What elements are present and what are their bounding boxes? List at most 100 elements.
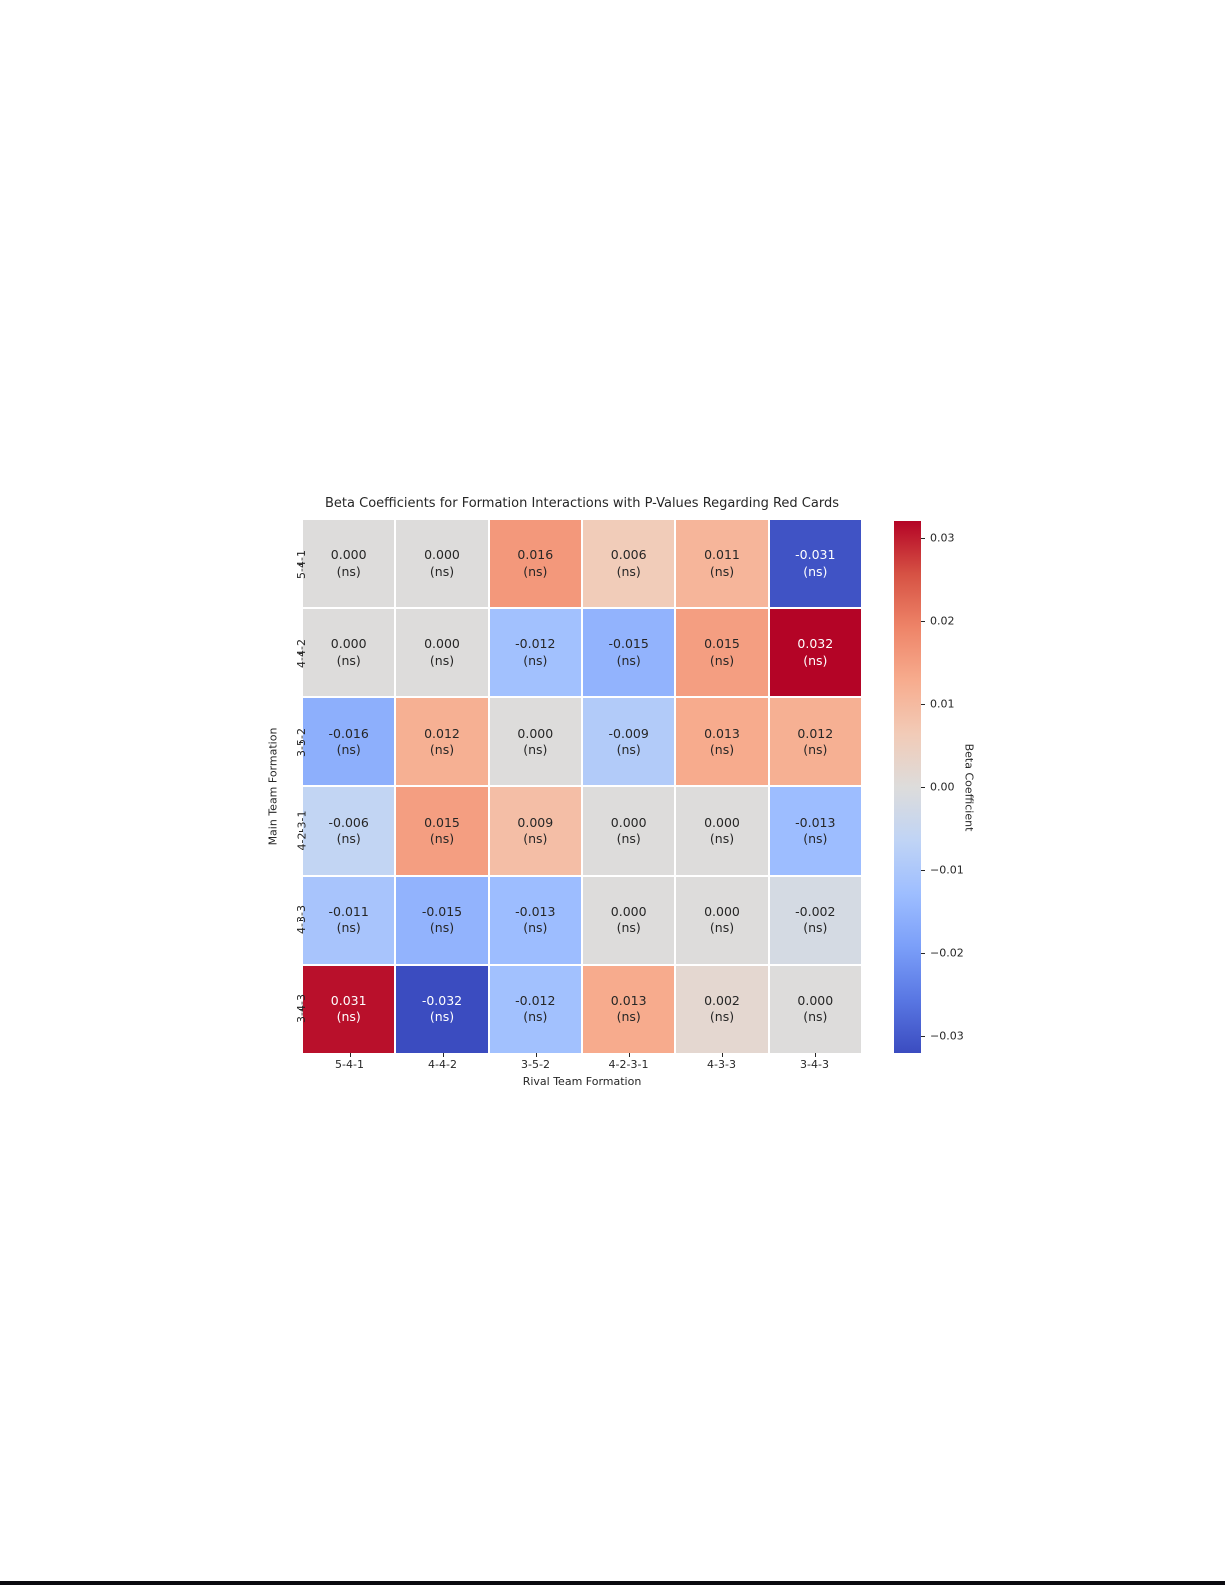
colorbar-tick-label: −0.02: [930, 946, 964, 960]
colorbar-tick-label: −0.01: [930, 863, 964, 877]
heatmap-cell: 0.013 (ns): [583, 965, 675, 1053]
heatmap-cell: -0.011 (ns): [303, 876, 395, 964]
x-axis-title: Rival Team Formation: [522, 1075, 642, 1088]
y-axis-title: Main Team Formation: [266, 520, 280, 1053]
heatmap-cell: -0.015 (ns): [396, 876, 488, 964]
heatmap-cell: 0.000 (ns): [489, 698, 581, 786]
heatmap-cell: -0.009 (ns): [583, 698, 675, 786]
x-tick-label: 5-4-1: [335, 1058, 364, 1071]
cell-significance: (ns): [336, 831, 361, 847]
cell-significance: (ns): [429, 1009, 455, 1025]
heatmap-cell: 0.000 (ns): [676, 876, 768, 964]
cell-value: 0.000: [424, 636, 460, 652]
cell-value: -0.016: [328, 725, 369, 741]
heatmap-cell: 0.000 (ns): [676, 787, 768, 875]
colorbar-title-text: Beta Coefficient: [962, 743, 976, 831]
heatmap-cell: -0.032 (ns): [396, 965, 488, 1053]
y-axis-tick-mark: [299, 564, 303, 565]
cell-value: -0.031: [795, 547, 836, 563]
cell-significance: (ns): [523, 1009, 548, 1025]
cell-value: -0.015: [421, 903, 463, 919]
cell-value: -0.013: [515, 903, 556, 919]
x-axis-tick-mark: [443, 1053, 444, 1057]
cell-significance: (ns): [429, 831, 455, 847]
cell-significance: (ns): [803, 563, 828, 579]
heatmap-cell: 0.000 (ns): [396, 520, 488, 608]
heatmap-cell: 0.009 (ns): [489, 787, 581, 875]
heatmap-cell: 0.000 (ns): [396, 609, 488, 697]
cell-significance: (ns): [803, 831, 828, 847]
colorbar-title: Beta Coefficient: [961, 521, 977, 1053]
x-axis-tick-mark: [350, 1053, 351, 1057]
cell-significance: (ns): [523, 563, 548, 579]
heatmap-grid: 0.000 (ns) 0.000 (ns) 0.016 (ns) 0.006 (ns) 0.01…: [303, 520, 861, 1053]
colorbar-tick-label: −0.03: [930, 1029, 964, 1043]
colorbar-tick-label: 0.00: [930, 780, 955, 794]
x-tick-label: 3-4-3: [800, 1058, 829, 1071]
x-tick-label: 3-5-2: [521, 1058, 550, 1071]
cell-significance: (ns): [523, 741, 548, 757]
cell-significance: (ns): [709, 831, 735, 847]
cell-value: 0.012: [424, 725, 460, 741]
cell-significance: (ns): [523, 652, 548, 668]
cell-significance: (ns): [336, 563, 361, 579]
cell-significance: (ns): [803, 652, 828, 668]
cell-significance: (ns): [336, 1009, 361, 1025]
y-axis-tick-mark: [299, 653, 303, 654]
x-axis-tick-mark: [722, 1053, 723, 1057]
colorbar-gradient: [894, 521, 921, 1053]
colorbar-tick-mark: [921, 538, 925, 539]
heatmap-cell: 0.013 (ns): [676, 698, 768, 786]
cell-value: 0.002: [704, 993, 740, 1009]
cell-significance: (ns): [523, 831, 548, 847]
cell-value: -0.012: [515, 636, 556, 652]
bottom-window-edge-bar: [0, 1581, 1225, 1585]
cell-value: 0.015: [704, 636, 740, 652]
cell-value: 0.016: [517, 547, 554, 563]
cell-significance: (ns): [803, 741, 828, 757]
cell-value: 0.000: [330, 547, 367, 563]
cell-significance: (ns): [336, 920, 361, 936]
heatmap-cell: -0.015 (ns): [583, 609, 675, 697]
heatmap-cell: -0.002 (ns): [769, 876, 861, 964]
cell-value: -0.013: [795, 814, 836, 830]
colorbar-tick-label: 0.02: [930, 614, 955, 628]
cell-value: 0.000: [797, 993, 834, 1009]
cell-value: 0.000: [610, 903, 647, 919]
cell-value: 0.013: [704, 725, 740, 741]
heatmap-cell: 0.000 (ns): [769, 965, 861, 1053]
heatmap-cell: 0.006 (ns): [583, 520, 675, 608]
heatmap-cell: 0.000 (ns): [303, 609, 395, 697]
heatmap-cell: -0.031 (ns): [769, 520, 861, 608]
heatmap-cell: 0.012 (ns): [769, 698, 861, 786]
heatmap-cell: 0.000 (ns): [583, 876, 675, 964]
cell-value: 0.000: [704, 903, 740, 919]
x-axis-tick-mark: [536, 1053, 537, 1057]
cell-value: -0.006: [328, 814, 369, 830]
heatmap-cell: 0.015 (ns): [396, 787, 488, 875]
cell-significance: (ns): [803, 920, 828, 936]
cell-value: -0.011: [328, 903, 369, 919]
cell-value: -0.032: [421, 993, 463, 1009]
cell-value: 0.013: [610, 993, 647, 1009]
heatmap-cell: 0.032 (ns): [769, 609, 861, 697]
colorbar-tick-mark: [921, 621, 925, 622]
cell-significance: (ns): [616, 1009, 641, 1025]
x-axis-tick-mark: [629, 1053, 630, 1057]
colorbar-tick-mark: [921, 704, 925, 705]
colorbar-tick-label: 0.01: [930, 697, 955, 711]
cell-significance: (ns): [616, 652, 641, 668]
heatmap-cell: -0.012 (ns): [489, 609, 581, 697]
colorbar-tick-mark: [921, 870, 925, 871]
cell-significance: (ns): [336, 741, 361, 757]
heatmap-cell: 0.011 (ns): [676, 520, 768, 608]
y-axis-tick-mark: [299, 1009, 303, 1010]
cell-value: 0.015: [424, 814, 460, 830]
cell-significance: (ns): [429, 652, 455, 668]
y-axis-tick-mark: [299, 831, 303, 832]
heatmap-cell: 0.002 (ns): [676, 965, 768, 1053]
cell-significance: (ns): [616, 920, 641, 936]
x-tick-label: 4-4-2: [428, 1058, 457, 1071]
heatmap-cell: 0.015 (ns): [676, 609, 768, 697]
